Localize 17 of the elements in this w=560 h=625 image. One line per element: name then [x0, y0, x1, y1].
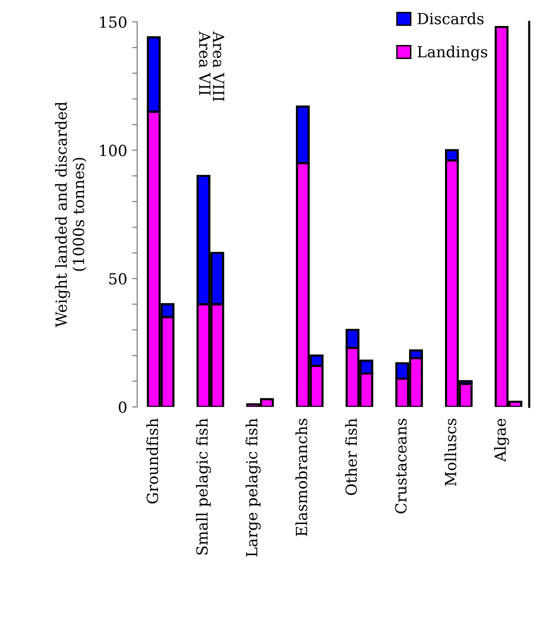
x-tick-label: Crustaceans — [395, 418, 407, 514]
x-tick-label: Groundfish — [146, 418, 158, 504]
legend-label: Landings — [418, 46, 488, 61]
legend-label: Discards — [418, 12, 484, 24]
annotation: Area VIII — [212, 31, 224, 102]
y-tick-label: 100 — [100, 144, 126, 156]
x-tick-label: Elasmobranchs — [295, 418, 308, 536]
y-tick-label: 0 — [118, 401, 126, 413]
x-tick-label: Small pelagic fish — [196, 418, 211, 555]
y-tick-label: 150 — [100, 16, 126, 28]
x-tick-label: Large pelagic fish — [246, 418, 261, 556]
y-axis-title: Weight landed and discarded (1000s tonnes) — [55, 102, 86, 328]
y-tick-label: 50 — [109, 273, 126, 285]
x-tick-label: Molluscs — [444, 418, 456, 486]
x-tick-label: Algae — [494, 418, 510, 462]
x-tick-label: Other fish — [345, 418, 357, 496]
annotation: Area VII — [199, 31, 210, 96]
